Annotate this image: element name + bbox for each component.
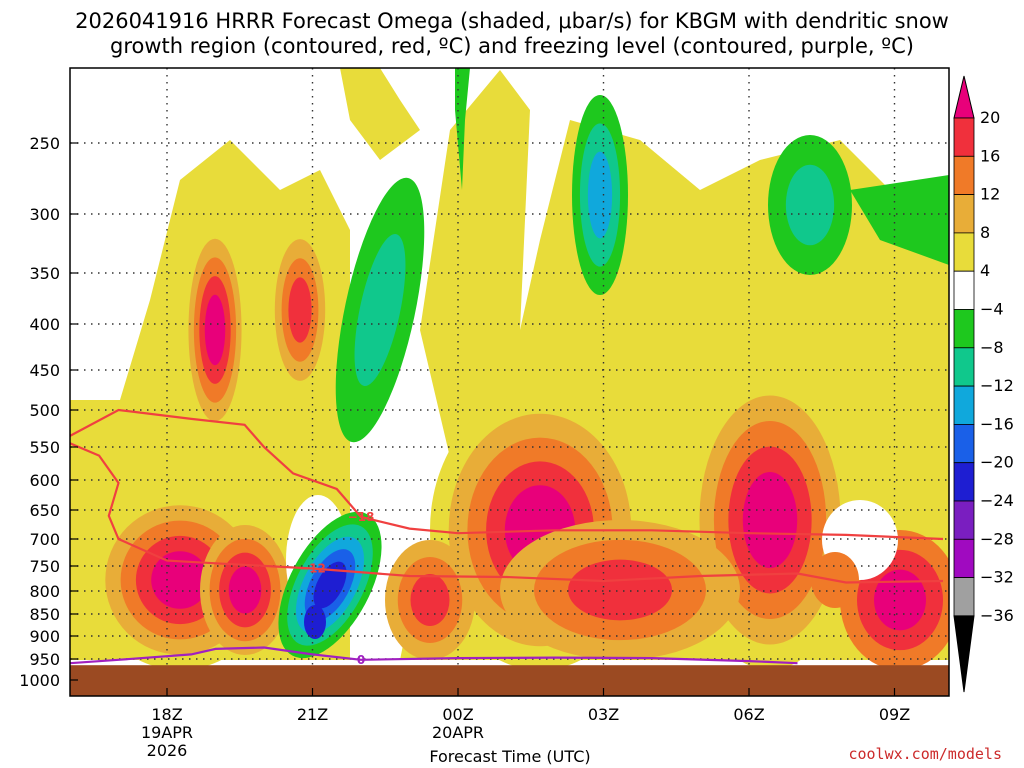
colorbar-swatch [953,577,975,617]
chart-title-line1: 2026041916 HRRR Forecast Omega (shaded, … [75,9,949,33]
colorbar-label: −32 [980,568,1014,587]
chart-title-line2: growth region (contoured, red, ºC) and f… [110,34,914,58]
credit-text: coolwx.com/models [848,745,1002,763]
colorbar-label: 16 [980,146,1000,165]
y-tick-label: 650 [29,501,60,520]
omega-cell [874,569,926,631]
colorbar-arrow-top [953,75,975,119]
colorbar-label: −4 [980,300,1004,319]
ground-fill [70,665,949,696]
colorbar-swatch [953,385,975,425]
y-tick-label: 800 [29,582,60,601]
y-tick-label: 300 [29,205,60,224]
x-tick-label: 21Z [297,705,328,724]
contour-line [70,646,798,665]
y-tick-label: 1000 [19,671,60,690]
omega-cell [354,233,406,387]
x-tick-label: 20APR [432,723,484,742]
updraft-top [340,68,420,160]
colorbar-swatch [953,194,975,234]
contour-label: −12 [299,562,326,576]
downdraft-top [455,68,470,190]
x-tick-label: 00Z [442,705,473,724]
colorbar-swatch [953,232,975,272]
omega-cell [785,164,835,246]
colorbar-label: 20 [980,108,1000,127]
colorbar-label: −24 [980,491,1014,510]
colorbar-label: 12 [980,185,1000,204]
y-tick-label: 550 [29,438,60,457]
colorbar-label: −28 [980,529,1014,548]
colorbar-label: 4 [980,261,990,280]
colorbar-label: −36 [980,606,1014,625]
omega-cell [568,559,672,621]
omega-cell [304,605,326,639]
omega-cell [742,472,798,568]
plot-frame [69,67,950,697]
contours: −18 −12 0 [70,408,944,667]
contour-label: −18 [348,510,375,524]
omega-cell [410,574,450,626]
downdraft-east [850,175,949,265]
colorbar-arrow-bottom [953,615,975,693]
y-tick-label: 900 [29,627,60,646]
contour-line [70,408,944,541]
y-tick-label: 700 [29,530,60,549]
omega-cell [151,551,209,609]
y-tick-label: 500 [29,401,60,420]
colorbar-swatch [953,270,975,310]
colorbar-label: −12 [980,376,1014,395]
omega-cell [288,277,312,343]
omega-cell [313,561,347,609]
y-axis: 250 300 350 400 450 500 550 600 650 700 750 800 850 9… [19,134,78,690]
x-tick-label: 2026 [147,741,188,760]
y-tick-label: 950 [29,650,60,669]
colorbar-swatch [953,423,975,464]
x-tick-label: 18Z [151,705,182,724]
y-tick-label: 350 [29,264,60,283]
y-tick-label: 450 [29,361,60,380]
colorbar-label: −8 [980,338,1004,357]
y-tick-label: 250 [29,134,60,153]
colorbar-label: −16 [980,414,1014,433]
colorbar-swatch [953,347,975,387]
y-tick-label: 750 [29,557,60,576]
omega-shading [70,68,949,670]
plot-area: −18 −12 0 [70,68,949,696]
omega-cell [587,151,613,239]
y-tick-label: 600 [29,471,60,490]
omega-cell [204,294,226,366]
x-tick-label: 19APR [141,723,193,742]
colorbar-swatch [953,538,975,578]
x-tick-label: 09Z [879,705,910,724]
colorbar-label: −20 [980,453,1014,472]
colorbar: 20 16 12 8 4 −4 −8 −12 −16 −20 −24 −28 −32 −36 [953,75,1014,693]
y-tick-label: 850 [29,605,60,624]
omega-cell [228,566,262,614]
colorbar-swatch [953,309,975,349]
contour-label: 0 [357,653,365,667]
x-axis-title: Forecast Time (UTC) [429,747,590,766]
x-tick-label: 03Z [588,705,619,724]
y-tick-label: 400 [29,315,60,334]
colorbar-swatch [953,155,975,196]
contour-line [70,442,944,584]
colorbar-swatch [953,500,975,540]
x-tick-label: 06Z [733,705,764,724]
colorbar-swatch [953,462,975,502]
colorbar-swatch [953,117,975,157]
colorbar-label: 8 [980,223,990,242]
